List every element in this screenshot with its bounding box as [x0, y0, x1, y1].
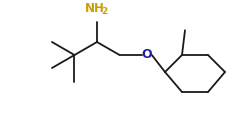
- Text: 2: 2: [101, 8, 107, 16]
- Text: O: O: [141, 48, 152, 62]
- Text: NH: NH: [85, 1, 105, 15]
